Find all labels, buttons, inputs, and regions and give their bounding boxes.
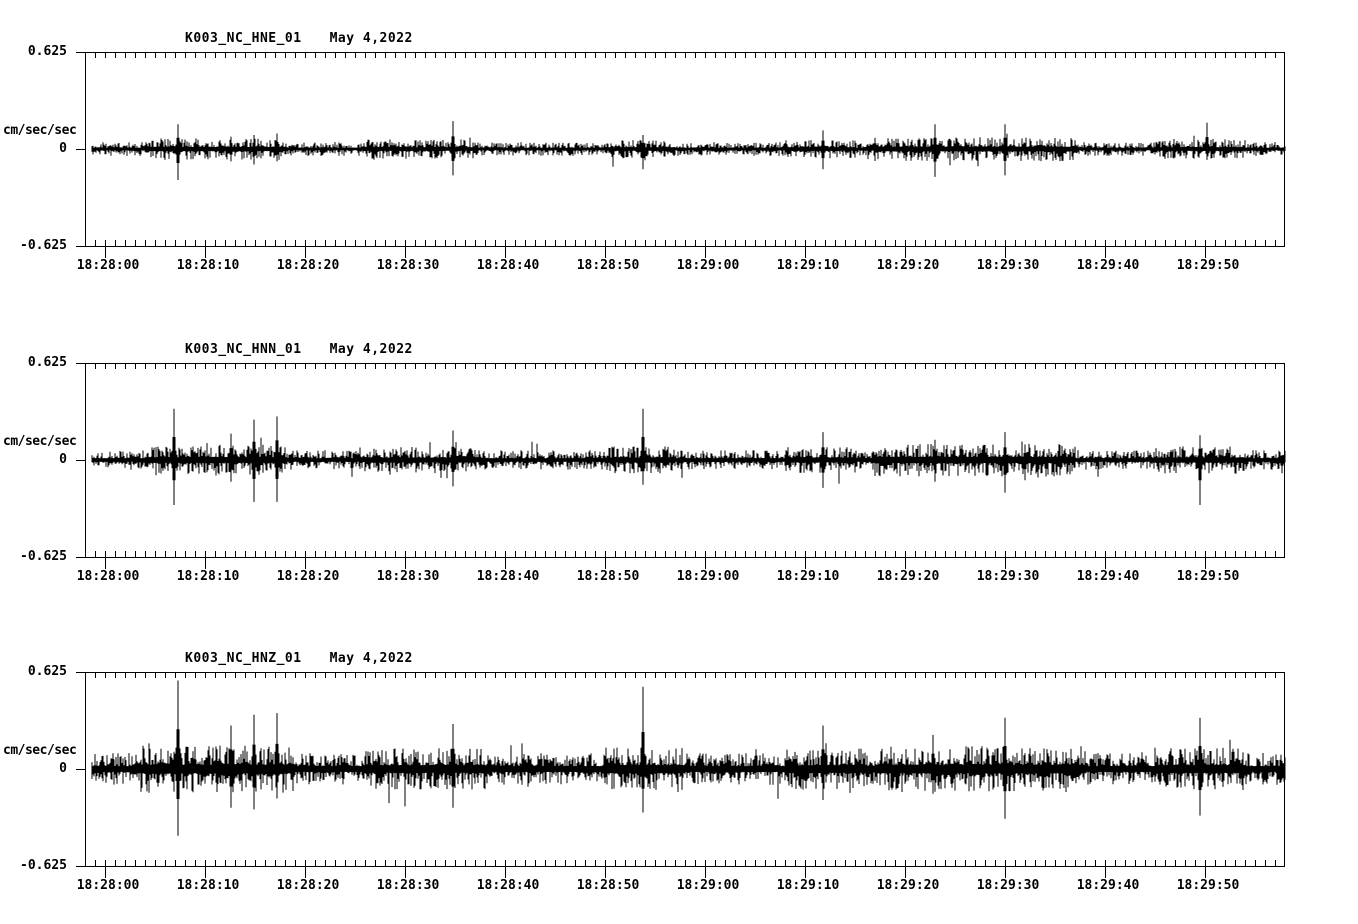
x-tick-label: 18:29:40 [1076,258,1140,273]
panel-title: K003_NC_HNN_01 May 4,2022 [185,342,413,357]
station-label: K003_NC_HNN_01 [185,342,302,357]
station-label: K003_NC_HNE_01 [185,31,302,46]
x-tick-label: 18:29:10 [776,878,840,893]
date-label: May 4,2022 [329,651,413,666]
x-tick-label: 18:28:30 [376,258,440,273]
x-tick-label: 18:29:30 [976,878,1040,893]
x-tick-label: 18:29:10 [776,258,840,273]
axis-frame [76,672,1285,867]
panel-title: K003_NC_HNE_01 May 4,2022 [185,31,413,46]
x-tick-label: 18:29:30 [976,569,1040,584]
y-tick-label-zero: 0 [59,141,67,156]
axis-frame [76,363,1285,558]
x-tick-label: 18:29:50 [1176,258,1240,273]
waveform-trace [91,121,1286,180]
x-tick-label: 18:28:00 [76,569,140,584]
x-tick-label: 18:28:50 [576,258,640,273]
tick-marks [95,363,1276,569]
y-tick-label-max: 0.625 [27,44,67,59]
x-tick-label: 18:28:50 [576,569,640,584]
date-label: May 4,2022 [329,342,413,357]
x-tick-label: 18:29:50 [1176,569,1240,584]
date-label: May 4,2022 [329,31,413,46]
x-tick-label: 18:28:50 [576,878,640,893]
x-tick-label: 18:28:20 [276,569,340,584]
y-tick-label-max: 0.625 [27,355,67,370]
y-tick-label-min: -0.625 [20,238,67,253]
y-axis-unit-label: cm/sec/sec [3,434,77,449]
x-tick-label: 18:29:00 [676,878,740,893]
x-tick-label: 18:28:10 [176,258,240,273]
x-tick-label: 18:28:00 [76,878,140,893]
x-tick-label: 18:29:20 [876,258,940,273]
x-tick-label: 18:29:50 [1176,878,1240,893]
axis-frame [76,52,1285,247]
panel-title: K003_NC_HNZ_01 May 4,2022 [185,651,413,666]
x-tick-label: 18:29:30 [976,258,1040,273]
waveform-trace [91,680,1286,836]
x-tick-label: 18:29:20 [876,569,940,584]
x-tick-label: 18:29:40 [1076,569,1140,584]
y-axis-unit-label: cm/sec/sec [3,123,77,138]
x-tick-label: 18:28:10 [176,569,240,584]
y-tick-label-min: -0.625 [20,549,67,564]
x-tick-label: 18:28:00 [76,258,140,273]
x-tick-label: 18:28:40 [476,878,540,893]
x-tick-label: 18:29:20 [876,878,940,893]
tick-marks [95,52,1276,258]
y-axis-unit-label: cm/sec/sec [3,743,77,758]
x-tick-label: 18:29:00 [676,569,740,584]
x-tick-label: 18:28:40 [476,258,540,273]
y-tick-label-min: -0.625 [20,858,67,873]
station-label: K003_NC_HNZ_01 [185,651,302,666]
tick-marks [95,672,1276,878]
y-tick-label-zero: 0 [59,761,67,776]
y-tick-label-zero: 0 [59,452,67,467]
x-tick-label: 18:28:20 [276,258,340,273]
x-tick-label: 18:29:10 [776,569,840,584]
x-tick-label: 18:28:30 [376,569,440,584]
y-tick-label-max: 0.625 [27,664,67,679]
waveform-trace [91,408,1286,505]
x-tick-label: 18:28:20 [276,878,340,893]
x-tick-label: 18:29:40 [1076,878,1140,893]
x-tick-label: 18:29:00 [676,258,740,273]
x-tick-label: 18:28:10 [176,878,240,893]
x-tick-label: 18:28:40 [476,569,540,584]
x-tick-label: 18:28:30 [376,878,440,893]
